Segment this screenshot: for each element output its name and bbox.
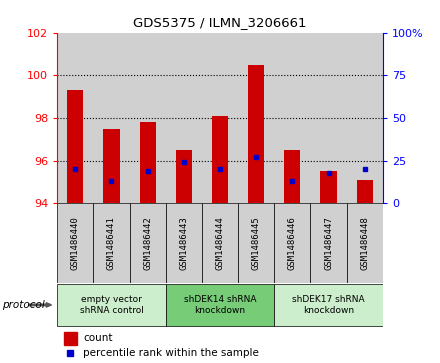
Bar <box>238 203 274 283</box>
Bar <box>139 122 156 203</box>
Bar <box>320 171 337 203</box>
Bar <box>67 90 84 203</box>
Text: GSM1486447: GSM1486447 <box>324 216 333 270</box>
Text: GSM1486446: GSM1486446 <box>288 216 297 270</box>
Bar <box>274 284 383 326</box>
Text: GSM1486442: GSM1486442 <box>143 216 152 270</box>
Bar <box>57 33 93 203</box>
Title: GDS5375 / ILMN_3206661: GDS5375 / ILMN_3206661 <box>133 16 307 29</box>
Bar <box>166 33 202 203</box>
Text: count: count <box>83 334 113 343</box>
Bar <box>129 203 166 283</box>
Bar <box>356 180 373 203</box>
Bar <box>129 33 166 203</box>
Text: percentile rank within the sample: percentile rank within the sample <box>83 348 259 358</box>
Bar <box>311 33 347 203</box>
Bar <box>64 332 77 345</box>
Bar <box>347 33 383 203</box>
Text: GSM1486440: GSM1486440 <box>71 216 80 270</box>
Text: GSM1486443: GSM1486443 <box>180 216 188 270</box>
Bar <box>103 129 120 203</box>
Bar <box>57 203 93 283</box>
Bar <box>274 33 311 203</box>
Bar <box>311 203 347 283</box>
Text: GSM1486445: GSM1486445 <box>252 216 260 270</box>
Bar <box>93 203 129 283</box>
Text: empty vector
shRNA control: empty vector shRNA control <box>80 295 143 315</box>
Bar <box>274 203 311 283</box>
Bar <box>166 284 274 326</box>
Text: GSM1486448: GSM1486448 <box>360 216 369 270</box>
Bar <box>248 65 264 203</box>
Bar <box>166 203 202 283</box>
Bar <box>202 203 238 283</box>
Bar <box>347 203 383 283</box>
Text: protocol: protocol <box>2 300 45 310</box>
Bar <box>284 150 301 203</box>
Bar <box>238 33 274 203</box>
Text: shDEK17 shRNA
knockdown: shDEK17 shRNA knockdown <box>292 295 365 315</box>
Bar <box>212 116 228 203</box>
Text: shDEK14 shRNA
knockdown: shDEK14 shRNA knockdown <box>184 295 256 315</box>
Bar <box>202 33 238 203</box>
Bar <box>176 150 192 203</box>
Bar <box>57 284 166 326</box>
Text: GSM1486441: GSM1486441 <box>107 216 116 270</box>
Text: GSM1486444: GSM1486444 <box>216 216 224 270</box>
Bar <box>93 33 129 203</box>
